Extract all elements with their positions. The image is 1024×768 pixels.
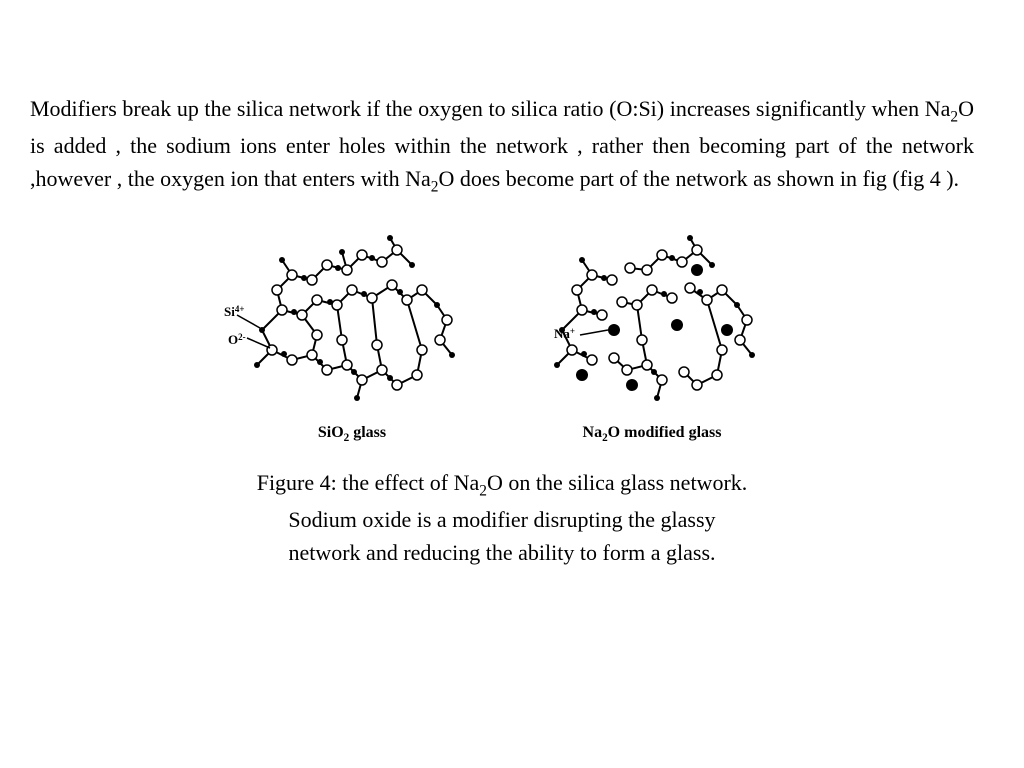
svg-text:O2-: O2- (228, 332, 246, 347)
na2o-modified-diagram: Na+ Na2O modified glass (522, 220, 782, 444)
page: Modifiers break up the silica network if… (0, 0, 1024, 569)
na2o-glass-label: Na2O modified glass (583, 424, 722, 444)
na-label: Na (554, 326, 570, 341)
main-paragraph: Modifiers break up the silica network if… (30, 92, 974, 198)
figure-4-caption: Figure 4: the effect of Na2O on the sili… (252, 466, 752, 569)
diagram-row: Si4+ O2- SiO2 glass (222, 220, 782, 444)
o-label: O (228, 332, 238, 347)
svg-text:Na+: Na+ (554, 326, 575, 341)
sio2-glass-label: SiO2 glass (318, 424, 386, 444)
si-label: Si (224, 304, 235, 319)
figure-4: Si4+ O2- SiO2 glass (30, 220, 974, 569)
na2o-network-icon: Na+ (522, 220, 782, 420)
sio2-network-icon: Si4+ O2- (222, 220, 482, 420)
sio2-glass-diagram: Si4+ O2- SiO2 glass (222, 220, 482, 444)
